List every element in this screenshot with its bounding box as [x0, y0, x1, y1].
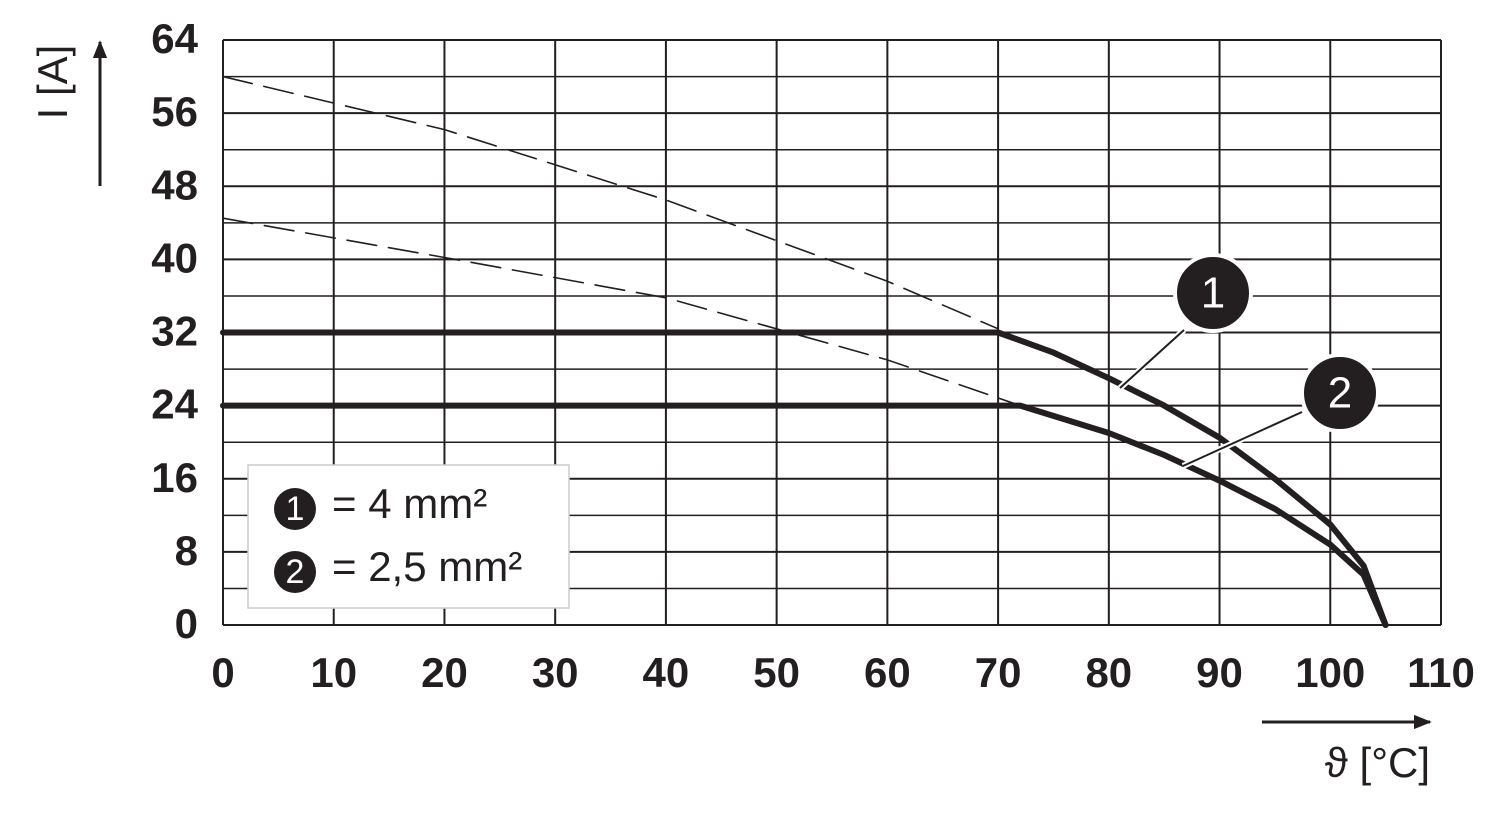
legend-marker-label: 1 [286, 490, 305, 528]
y-tick-label: 40 [151, 234, 198, 281]
y-tick-label: 64 [151, 15, 198, 62]
line [220, 329, 1389, 628]
x-tick-label: 30 [532, 649, 579, 696]
y-tick-label: 8 [175, 527, 198, 574]
y-tick-label: 24 [151, 381, 198, 428]
x-tick-label: 100 [1295, 649, 1365, 696]
callout-label: 2 [1328, 369, 1352, 418]
leader-line [1182, 411, 1303, 467]
x-tick-label: 70 [975, 649, 1022, 696]
x-tick-label: 0 [211, 649, 234, 696]
legend-marker [274, 551, 316, 593]
y-tick-label: 48 [151, 161, 198, 208]
dashed-line [222, 75, 999, 330]
x-tick-label: 80 [1085, 649, 1132, 696]
x-tick-label: 50 [753, 649, 800, 696]
x-tick-label: 60 [864, 649, 911, 696]
y-tick-label: 32 [151, 308, 198, 355]
x-tick-label: 110 [1407, 649, 1475, 696]
callout-label: 1 [1201, 269, 1225, 318]
leader-line [1119, 329, 1185, 389]
y-axis-label: I [A] [29, 45, 76, 120]
dashed-line [222, 217, 1021, 407]
legend-label: = 4 mm² [332, 480, 487, 527]
callout-marker [1173, 253, 1253, 333]
y-tick-label: 56 [151, 88, 198, 135]
line [220, 402, 1389, 628]
legend-marker-label: 2 [286, 553, 305, 591]
x-tick-label: 10 [310, 649, 357, 696]
x-tick-label: 20 [421, 649, 468, 696]
y-tick-label: 16 [151, 454, 198, 501]
legend-label: = 2,5 mm² [332, 543, 522, 590]
legend-marker [274, 488, 316, 530]
x-axis-label: ϑ [°C] [1325, 739, 1430, 786]
y-tick-label: 0 [175, 600, 198, 647]
callout-marker [1300, 353, 1380, 433]
x-tick-label: 90 [1196, 649, 1243, 696]
legend: 1 = 4 mm² 2 = 2,5 mm² [247, 464, 570, 609]
x-tick-label: 40 [643, 649, 690, 696]
